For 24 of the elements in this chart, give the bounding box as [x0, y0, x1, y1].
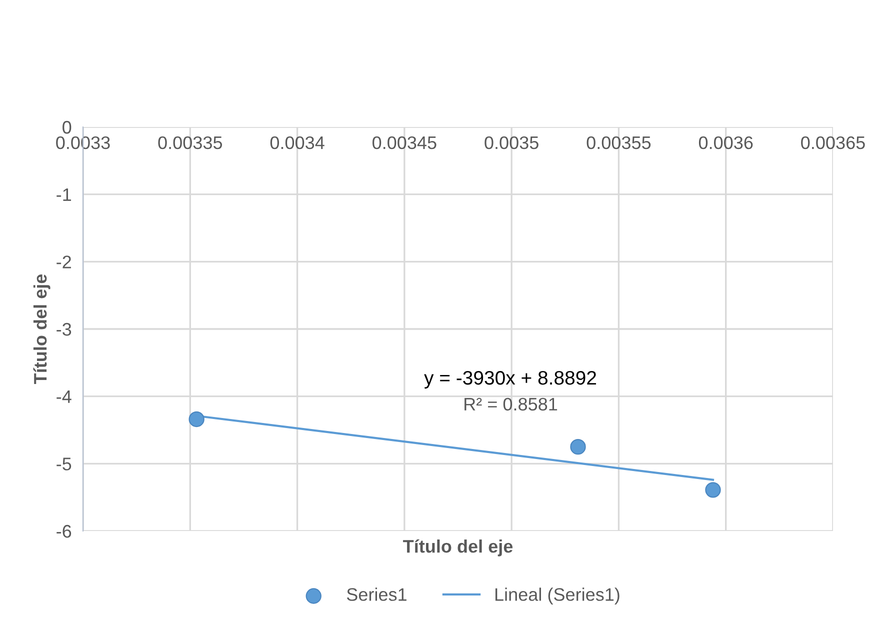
x-tick-label: 0.00345 — [372, 136, 436, 150]
y-axis-title: Título del eje — [33, 274, 50, 384]
x-tick-label: 0.0036 — [698, 136, 753, 150]
x-tick-label: 0.0035 — [484, 136, 538, 150]
legend-label: Series1 — [346, 588, 406, 601]
x-tick-label: 0.00355 — [586, 136, 651, 150]
x-tick-label: 0.0034 — [270, 136, 324, 150]
legend-label: Lineal (Series1) — [495, 588, 620, 604]
y-tick-label: -2 — [56, 256, 71, 268]
y-tick-label: -1 — [56, 188, 72, 201]
y-tick-label: 0 — [62, 120, 72, 134]
x-tick-label: 0.00365 — [801, 136, 865, 150]
y-tick-label: -3 — [56, 322, 72, 336]
annotation: R² = 0.8581 — [464, 398, 558, 411]
x-tick-label: 0.0033 — [56, 136, 110, 150]
y-tick-label: -5 — [56, 458, 72, 470]
y-tick-label: -4 — [56, 390, 72, 403]
x-axis-title: Título del eje — [403, 539, 513, 556]
point — [188, 411, 204, 428]
point — [705, 482, 721, 498]
y-tick-label: -6 — [56, 524, 72, 538]
x-tick-label: 0.00335 — [158, 136, 222, 150]
point — [570, 438, 586, 455]
annotation: y = -3930x + 8.8892 — [424, 370, 596, 389]
